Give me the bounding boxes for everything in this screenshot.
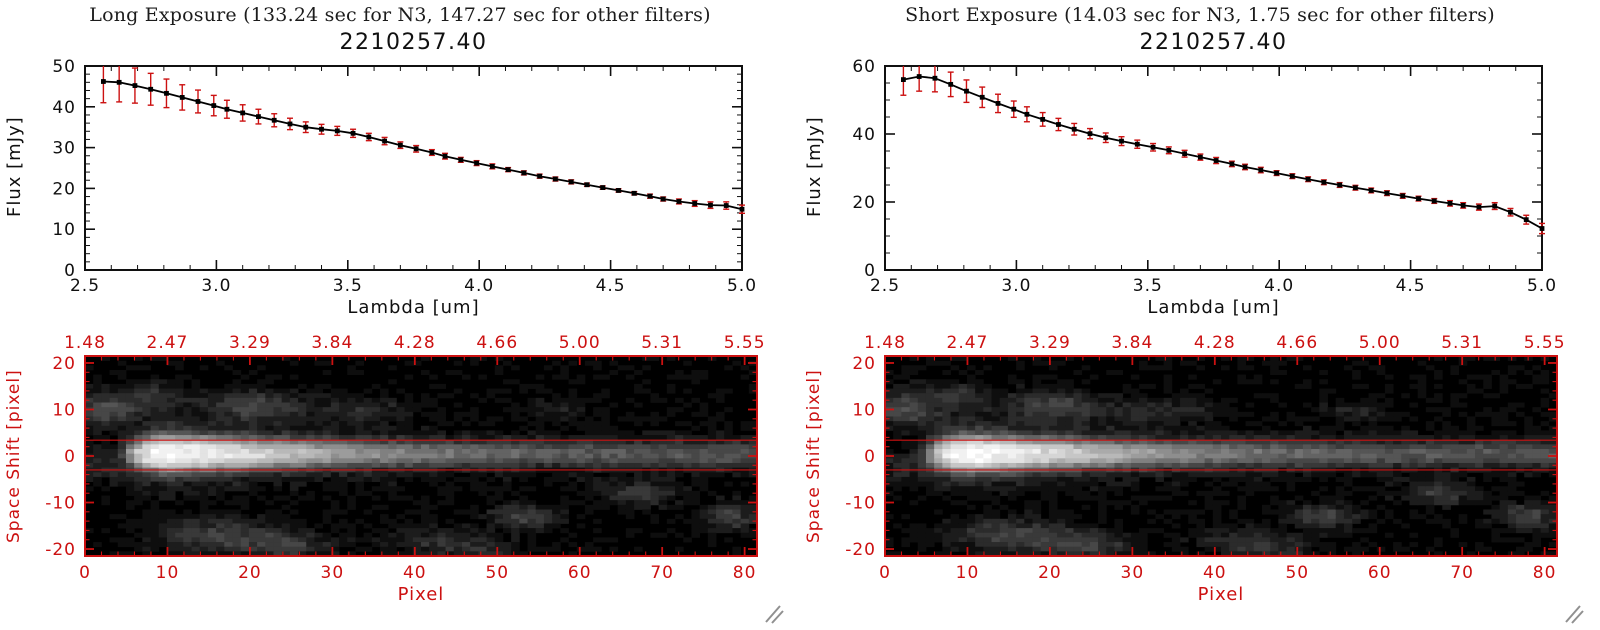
svg-text:40: 40 [1203,563,1227,583]
svg-text:4.5: 4.5 [1396,276,1426,296]
spectrum-title: 2210257.40 [339,30,488,55]
svg-text:-20: -20 [845,540,876,560]
svg-text:40: 40 [52,98,76,118]
svg-text:20: 20 [52,354,76,374]
svg-text:70: 70 [1450,563,1474,583]
svg-text:50: 50 [52,57,76,77]
svg-text:20: 20 [238,563,262,583]
svg-text:0: 0 [879,563,891,583]
svg-text:2.5: 2.5 [70,276,100,296]
svg-text:0: 0 [64,261,76,281]
resize-grip-icon[interactable] [1562,600,1584,624]
panel-header: Long Exposure (133.24 sec for N3, 147.27… [89,4,711,26]
lambda-axis-label: Lambda [um] [1147,297,1280,318]
spectral-2d-image [85,356,757,556]
svg-text:4.5: 4.5 [596,276,626,296]
svg-text:0: 0 [864,447,876,467]
svg-text:3.84: 3.84 [311,333,353,353]
svg-text:4.66: 4.66 [476,333,518,353]
svg-text:30: 30 [321,563,345,583]
svg-text:60: 60 [1368,563,1392,583]
svg-text:20: 20 [852,193,876,213]
svg-text:50: 50 [1285,563,1309,583]
svg-text:80: 80 [733,563,757,583]
svg-text:-10: -10 [845,494,876,514]
svg-text:2.5: 2.5 [870,276,900,296]
svg-text:20: 20 [1038,563,1062,583]
svg-text:5.00: 5.00 [559,333,601,353]
svg-text:3.29: 3.29 [229,333,271,353]
svg-text:4.0: 4.0 [464,276,494,296]
svg-text:3.84: 3.84 [1111,333,1153,353]
svg-text:2.47: 2.47 [947,333,989,353]
svg-text:5.31: 5.31 [641,333,683,353]
svg-text:60: 60 [852,57,876,77]
svg-text:0: 0 [864,261,876,281]
panel-header: Short Exposure (14.03 sec for N3, 1.75 s… [905,4,1495,26]
svg-text:3.29: 3.29 [1029,333,1071,353]
svg-text:30: 30 [52,139,76,159]
svg-text:4.0: 4.0 [1264,276,1294,296]
resize-grip-icon[interactable] [762,600,784,624]
svg-text:-20: -20 [45,540,76,560]
svg-text:5.0: 5.0 [1527,276,1557,296]
svg-text:30: 30 [1121,563,1145,583]
lambda-axis-label: Lambda [um] [347,297,480,318]
svg-text:5.31: 5.31 [1441,333,1483,353]
svg-text:3.0: 3.0 [1001,276,1031,296]
svg-text:10: 10 [52,220,76,240]
svg-text:3.0: 3.0 [201,276,231,296]
svg-text:-10: -10 [45,494,76,514]
svg-text:20: 20 [52,179,76,199]
flux-axis-label: Flux [mJy] [804,116,825,218]
svg-text:40: 40 [852,125,876,145]
pixel-axis-label: Pixel [397,584,445,605]
svg-text:0: 0 [79,563,91,583]
space-shift-axis-label: Space Shift [pixel] [4,369,24,543]
svg-text:2.47: 2.47 [147,333,189,353]
svg-text:20: 20 [852,354,876,374]
flux-axis-label: Flux [mJy] [4,116,25,218]
svg-text:40: 40 [403,563,427,583]
svg-text:10: 10 [156,563,180,583]
svg-text:3.5: 3.5 [1133,276,1163,296]
svg-text:10: 10 [956,563,980,583]
svg-text:0: 0 [64,447,76,467]
svg-text:3.5: 3.5 [333,276,363,296]
space-shift-axis-label: Space Shift [pixel] [804,369,824,543]
svg-text:1.48: 1.48 [64,333,106,353]
svg-text:1.48: 1.48 [864,333,906,353]
svg-text:4.28: 4.28 [394,333,436,353]
svg-text:4.66: 4.66 [1276,333,1318,353]
svg-text:80: 80 [1533,563,1557,583]
svg-text:70: 70 [650,563,674,583]
svg-text:5.55: 5.55 [1524,333,1566,353]
panel-long-exposure: Long Exposure (133.24 sec for N3, 147.27… [4,4,784,624]
panel-short-exposure: Short Exposure (14.03 sec for N3, 1.75 s… [800,0,1600,630]
svg-text:4.28: 4.28 [1194,333,1236,353]
svg-text:10: 10 [852,400,876,420]
svg-text:50: 50 [485,563,509,583]
spectrum-title: 2210257.40 [1139,30,1288,55]
svg-text:5.00: 5.00 [1359,333,1401,353]
spectral-2d-image [885,356,1557,556]
svg-text:60: 60 [568,563,592,583]
svg-text:5.0: 5.0 [727,276,757,296]
pixel-axis-label: Pixel [1197,584,1245,605]
svg-text:10: 10 [52,400,76,420]
svg-text:5.55: 5.55 [724,333,766,353]
